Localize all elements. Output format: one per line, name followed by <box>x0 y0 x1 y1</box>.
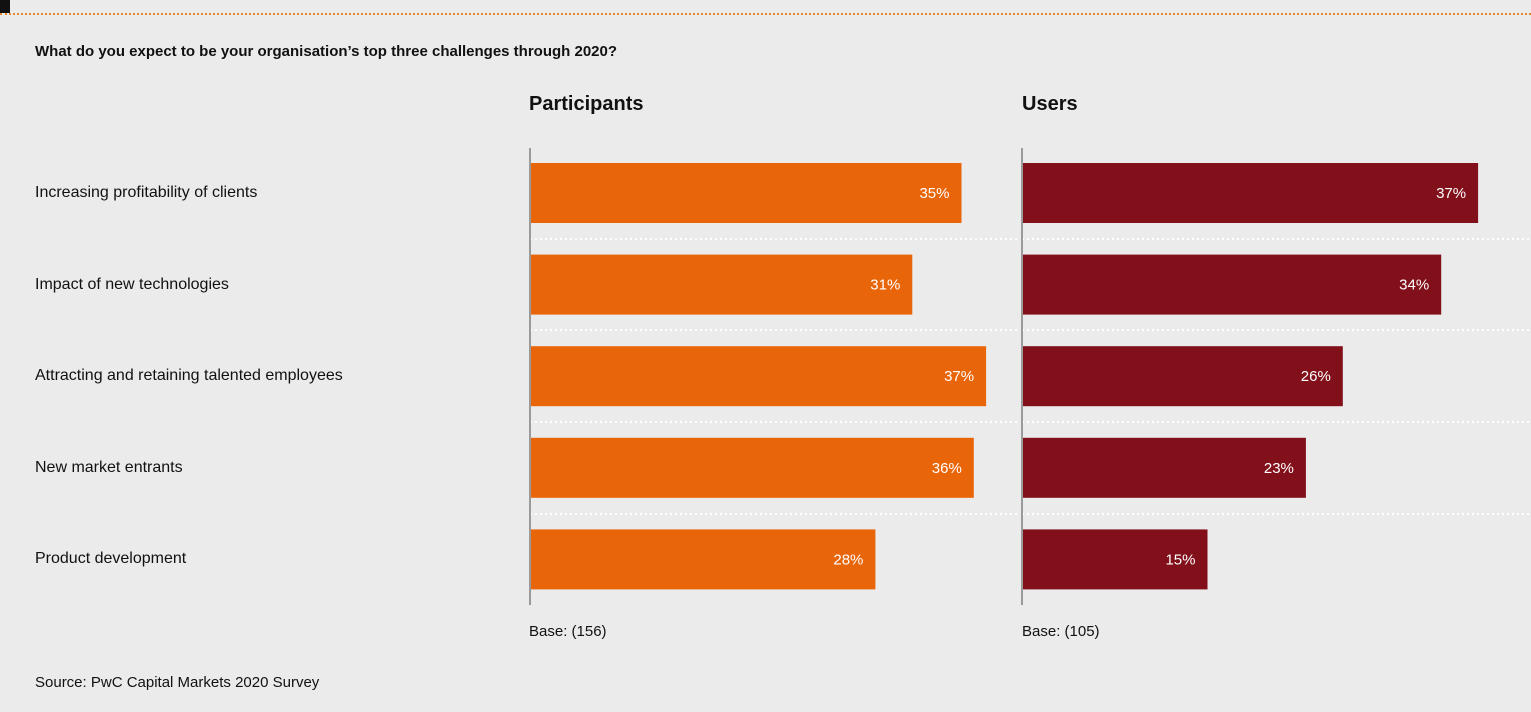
bar-value-label: 35% <box>919 185 949 202</box>
bar-participants-2 <box>531 254 913 315</box>
category-label: Impact of new technologies <box>35 276 229 293</box>
panel-title-users: Users <box>1022 93 1078 115</box>
bar-users-5 <box>1023 529 1208 590</box>
category-label: New market entrants <box>35 459 183 476</box>
category-label: Product development <box>35 550 187 567</box>
bar-value-label: 37% <box>1436 185 1466 202</box>
base-users: Base: (105) <box>1022 623 1100 640</box>
bar-value-label: 31% <box>870 277 900 294</box>
category-label: Increasing profitability of clients <box>35 184 258 201</box>
header-dotted-rule <box>0 13 1531 15</box>
bar-users-2 <box>1023 254 1442 315</box>
bar-value-label: 15% <box>1165 551 1195 568</box>
header-marker <box>0 0 10 13</box>
bar-participants-3 <box>531 346 987 407</box>
bar-users-4 <box>1023 437 1306 498</box>
bar-value-label: 23% <box>1264 460 1294 477</box>
bar-participants-5 <box>531 529 876 590</box>
category-label: Attracting and retaining talented employ… <box>35 367 343 384</box>
bar-value-label: 26% <box>1301 368 1331 385</box>
bar-value-label: 34% <box>1399 277 1429 294</box>
bar-value-label: 36% <box>932 460 962 477</box>
bar-users-1 <box>1023 163 1479 223</box>
bar-participants-1 <box>531 163 962 223</box>
panel-title-participants: Participants <box>529 93 644 115</box>
bar-users-3 <box>1023 346 1343 407</box>
bar-value-label: 37% <box>944 368 974 385</box>
chart-question: What do you expect to be your organisati… <box>35 43 618 60</box>
source-note: Source: PwC Capital Markets 2020 Survey <box>35 674 320 691</box>
bar-participants-4 <box>531 437 974 498</box>
base-participants: Base: (156) <box>529 623 607 640</box>
bar-value-label: 28% <box>833 551 863 568</box>
